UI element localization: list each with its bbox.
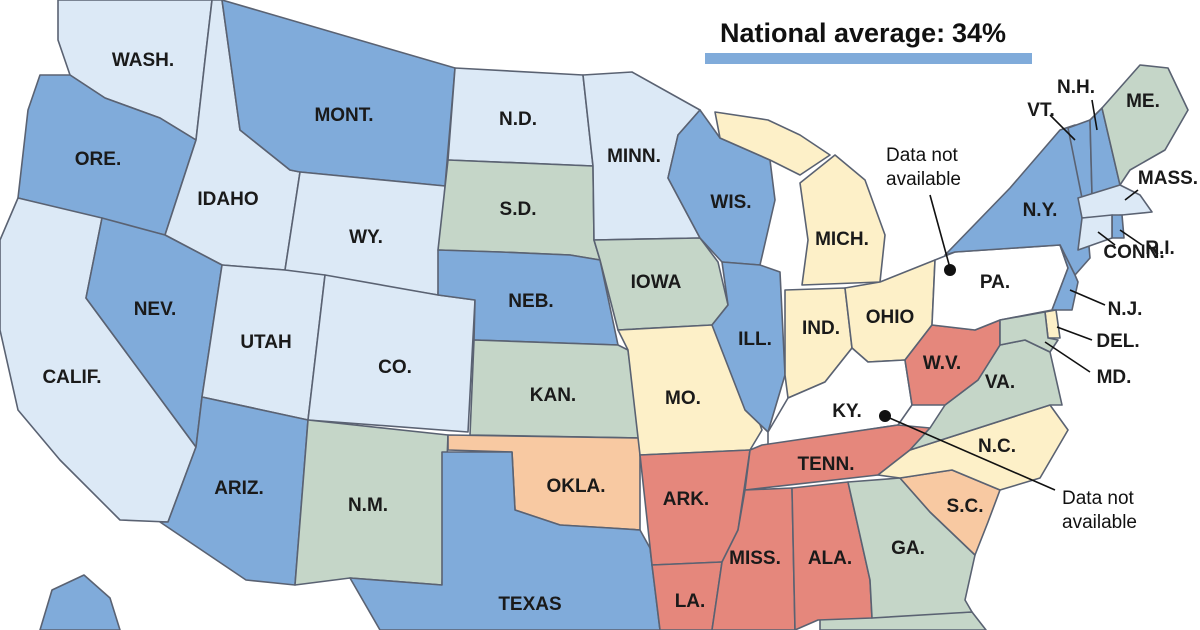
state-label-minn: MINN. [607, 146, 661, 167]
state-label-nj: N.J. [1108, 299, 1143, 320]
national-average-bar [705, 53, 1032, 64]
state-label-me: ME. [1126, 91, 1160, 112]
state-label-nd: N.D. [499, 109, 537, 130]
national-average-label: National average: [720, 18, 945, 48]
leader-lines [1044, 99, 1143, 373]
state-texas [349, 451, 661, 630]
state-wis [667, 109, 776, 266]
state-label-mass: MASS. [1138, 168, 1198, 189]
state-labels: WASH. ORE. CALIF. IDAHO NEV. MONT. WY. UTAH CO. A… [42, 50, 1198, 615]
state-me [1101, 64, 1189, 186]
state-label-utah: UTAH [240, 332, 291, 353]
state-label-wis: WIS. [710, 192, 751, 213]
annotation-pa: Data not available [886, 145, 961, 276]
state-label-okla: OKLA. [546, 476, 605, 497]
national-average-value: 34% [952, 18, 1006, 48]
state-label-nc: N.C. [978, 436, 1016, 457]
state-label-sd: S.D. [500, 199, 537, 220]
state-ri [1111, 214, 1125, 239]
state-la [651, 561, 723, 630]
state-label-pa: PA. [980, 272, 1010, 293]
state-label-wash: WASH. [112, 50, 174, 71]
legend: National average: 34% [705, 18, 1032, 64]
state-nj [1051, 244, 1079, 311]
pa-note-line2: available [886, 169, 961, 190]
state-label-wy: WY. [349, 227, 383, 248]
pa-leader-line [929, 194, 951, 269]
state-label-miss: MISS. [729, 548, 781, 569]
state-label-sc: S.C. [947, 496, 984, 517]
leader-del [1056, 326, 1093, 341]
state-label-mo: MO. [665, 388, 701, 409]
state-label-ind: IND. [802, 318, 840, 339]
state-co [307, 274, 476, 433]
state-label-calif: CALIF. [42, 367, 101, 388]
state-label-ariz: ARIZ. [214, 478, 264, 499]
state-label-ny: N.Y. [1023, 200, 1058, 221]
leader-conn [1097, 231, 1116, 246]
state-alaska [39, 574, 121, 630]
state-label-ark: ARK. [663, 489, 709, 510]
ky-note-line1: Data not [1062, 488, 1135, 509]
leader-nh [1091, 99, 1098, 131]
ky-leader-line [884, 415, 1056, 491]
state-md [999, 311, 1059, 353]
ky-note-line2: available [1062, 512, 1137, 533]
state-label-ala: ALA. [808, 548, 852, 569]
pa-note-line1: Data not [886, 145, 959, 166]
state-label-del: DEL. [1096, 331, 1139, 352]
state-label-tenn: TENN. [798, 454, 855, 475]
state-label-nh: N.H. [1057, 77, 1095, 98]
leader-md [1044, 341, 1091, 373]
state-label-ore: ORE. [75, 149, 121, 170]
state-label-va: VA. [985, 372, 1015, 393]
leader-nj [1069, 289, 1106, 306]
state-label-iowa: IOWA [631, 272, 682, 293]
state-label-conn: CONN. [1103, 242, 1164, 263]
state-label-ohio: OHIO [866, 307, 915, 328]
state-conn [1077, 214, 1113, 251]
state-label-mich: MICH. [815, 229, 869, 250]
leader-ri [1119, 229, 1143, 246]
state-label-nm: N.M. [348, 495, 388, 516]
state-label-vt: VT. [1027, 100, 1054, 121]
state-label-mont: MONT. [314, 105, 373, 126]
state-label-md: MD. [1097, 367, 1132, 388]
state-label-ga: GA. [891, 538, 925, 559]
state-label-neb: NEB. [508, 291, 553, 312]
state-label-kan: KAN. [530, 385, 576, 406]
leader-vt [1049, 114, 1076, 141]
state-label-nev: NEV. [134, 299, 177, 320]
state-label-wv: W.V. [923, 353, 961, 374]
annotation-ky: Data not available [879, 410, 1137, 533]
state-label-ri: R.I. [1145, 238, 1175, 259]
leader-mass [1124, 189, 1139, 201]
state-label-idaho: IDAHO [197, 189, 258, 210]
state-label-texas: TEXAS [498, 594, 561, 615]
state-label-co: CO. [378, 357, 412, 378]
state-label-la: LA. [675, 591, 706, 612]
state-label-ky: KY. [832, 401, 862, 422]
state-mich [714, 111, 886, 286]
pa-leader-dot [944, 264, 956, 276]
state-label-ill: ILL. [738, 329, 772, 350]
